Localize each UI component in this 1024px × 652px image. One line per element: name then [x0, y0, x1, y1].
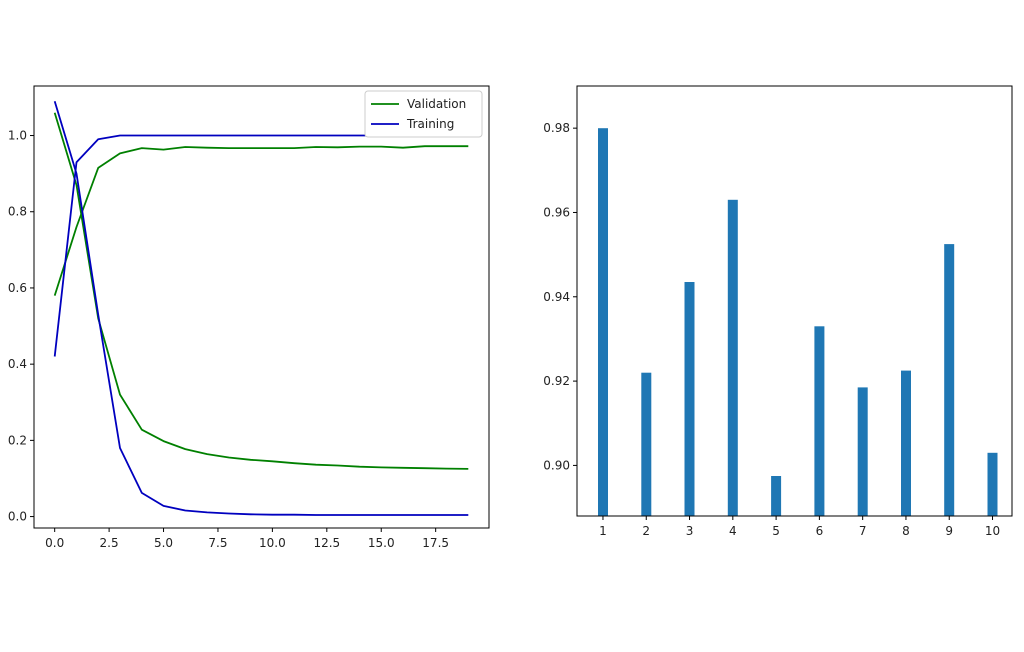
x-tick-label: 0.0 — [45, 536, 64, 550]
x-tick-label: 6 — [816, 524, 824, 538]
y-tick-label: 0.6 — [8, 281, 27, 295]
x-tick-label: 4 — [729, 524, 737, 538]
x-tick-label: 8 — [902, 524, 910, 538]
series-line-4 — [53, 100, 469, 516]
x-tick-label: 7.5 — [208, 536, 227, 550]
bar-1 — [598, 128, 608, 516]
y-tick-label: 0.4 — [8, 357, 27, 371]
legend: Validation Training — [364, 90, 483, 138]
x-tick-label: 15.0 — [368, 536, 395, 550]
series-line-2 — [53, 112, 469, 470]
x-tick-label: 7 — [859, 524, 867, 538]
line-chart: 0.0 2.5 5.0 7.5 10.0 12.5 15.0 17.5 0.0 0.2 0.4 0.6… — [8, 85, 490, 550]
x-tick-label: 9 — [945, 524, 953, 538]
bar-4 — [727, 199, 738, 517]
plot-frame — [33, 85, 490, 529]
y-tick-label: 0.96 — [543, 205, 570, 219]
y-tick-label: 0.0 — [8, 510, 27, 524]
bar-8 — [901, 370, 911, 516]
legend-frame — [364, 90, 483, 138]
bar-7 — [857, 387, 868, 516]
x-tick-label: 10.0 — [259, 536, 286, 550]
y-tick-label: 0.8 — [8, 205, 27, 219]
y-tick-label: 0.90 — [543, 458, 570, 472]
x-tick-label: 3 — [686, 524, 694, 538]
y-tick-label: 0.2 — [8, 433, 27, 447]
x-tick-label: 5.0 — [154, 536, 173, 550]
y-tick-label: 0.94 — [543, 290, 570, 304]
x-tick-label: 10 — [985, 524, 1000, 538]
bar-2 — [641, 372, 652, 516]
bar-9 — [944, 244, 955, 516]
legend-label-training: Training — [406, 117, 454, 131]
y-tick-label: 1.0 — [8, 129, 27, 143]
bar-chart: 1 2 3 4 5 6 7 8 9 10 0.90 0.92 0.94 0.96 0.98 — [543, 85, 1013, 538]
x-tick-label: 12.5 — [313, 536, 340, 550]
series-line-1 — [53, 145, 469, 296]
x-tick-label: 5 — [772, 524, 780, 538]
x-tick-label: 2.5 — [100, 536, 119, 550]
bar-5 — [771, 476, 782, 516]
x-tick-label: 2 — [642, 524, 650, 538]
bar-3 — [684, 282, 695, 516]
x-tick-label: 17.5 — [422, 536, 449, 550]
plot-frame — [576, 85, 1013, 517]
series-line-3 — [53, 134, 469, 357]
bar-6 — [814, 326, 825, 516]
bar-10 — [987, 452, 998, 516]
y-tick-label: 0.98 — [543, 121, 570, 135]
legend-label-validation: Validation — [407, 97, 466, 111]
y-tick-label: 0.92 — [543, 374, 570, 388]
x-tick-label: 1 — [599, 524, 607, 538]
